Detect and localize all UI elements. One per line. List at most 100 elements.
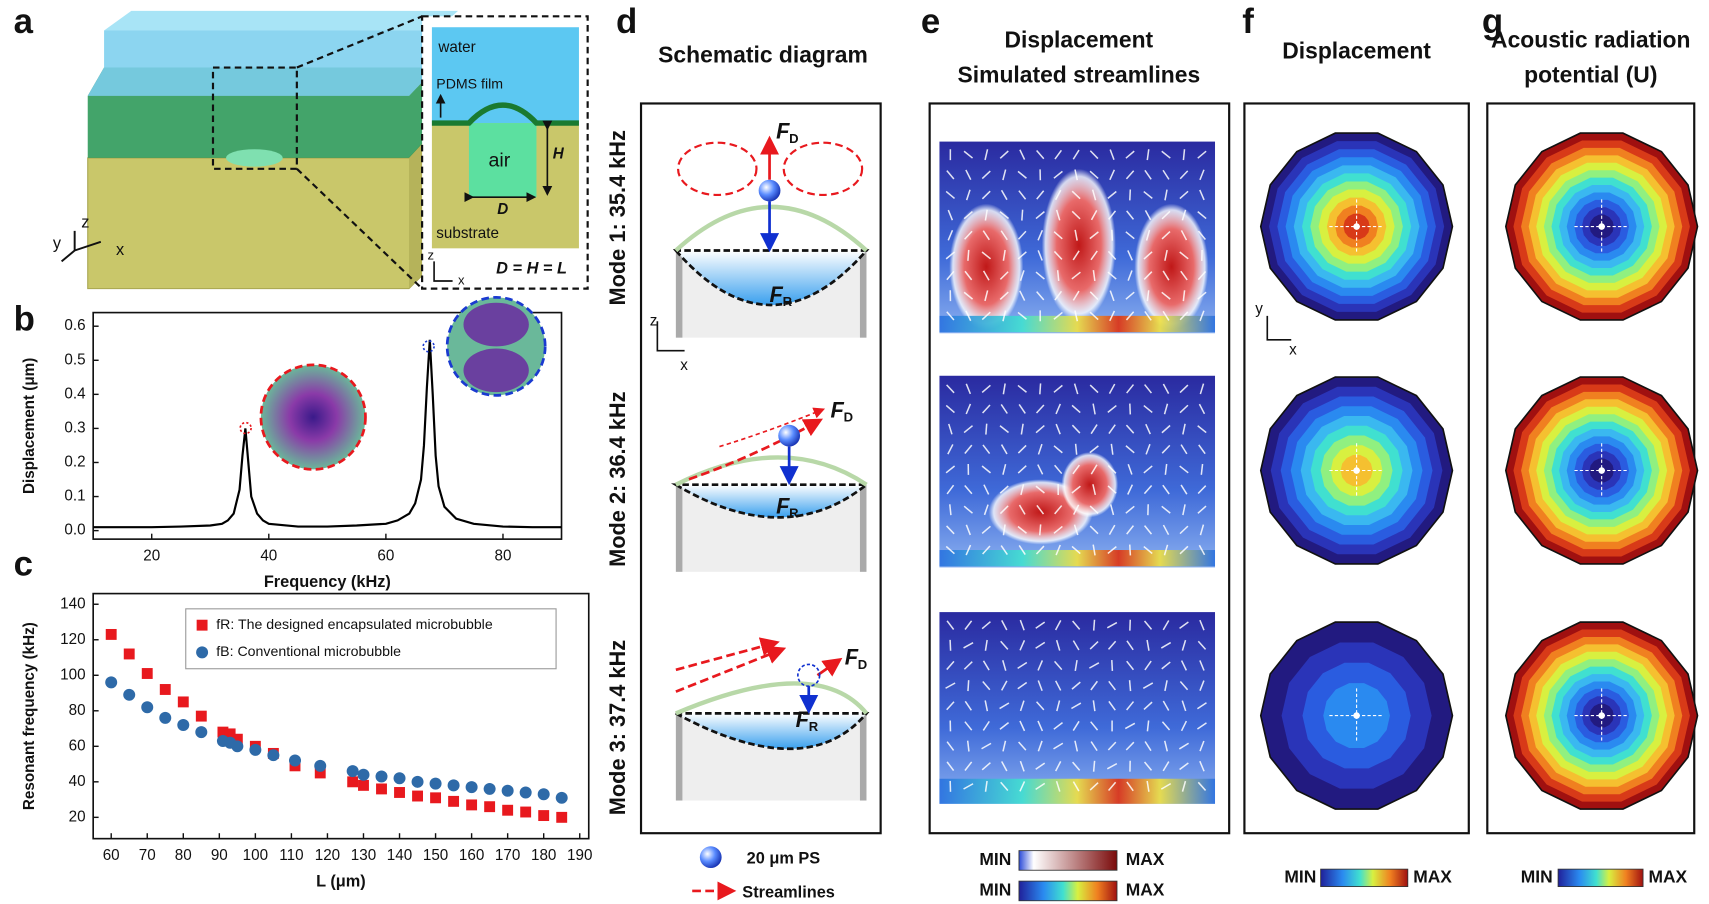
inset-film xyxy=(431,102,579,126)
streamline-arrow xyxy=(1161,505,1171,514)
streamline-arrow xyxy=(1109,504,1115,516)
streamline-arrow xyxy=(1107,781,1117,792)
particle-dot xyxy=(1353,467,1360,474)
streamline-arrow xyxy=(1199,680,1205,691)
streamline-arrow xyxy=(1199,524,1205,536)
streamline-arrow xyxy=(1035,641,1046,649)
streamline-arrow xyxy=(1054,290,1063,301)
streamline-arrow xyxy=(1055,780,1061,792)
streamline-arrow xyxy=(1035,271,1045,280)
streamline-arrow xyxy=(1035,545,1045,555)
label: air xyxy=(489,149,511,171)
streamline-arrow xyxy=(1054,680,1062,691)
streamline-arrow xyxy=(1161,291,1171,300)
streamline-arrow xyxy=(984,290,989,302)
streamline-arrow xyxy=(1020,484,1025,496)
streamline-arrow xyxy=(1053,722,1063,730)
streamline-arrow xyxy=(1162,761,1170,772)
streamline-arrow xyxy=(1000,230,1008,241)
x-tick-label: 40 xyxy=(260,548,277,565)
label: x xyxy=(1289,342,1297,359)
axes-icon xyxy=(656,321,685,352)
legend-label: 20 μm PS xyxy=(747,850,821,868)
force-subscript: R xyxy=(789,506,799,521)
streamline xyxy=(675,637,780,672)
streamline-arrow xyxy=(1107,741,1117,751)
streamline-arrow xyxy=(1089,170,1099,180)
streamline-arrow xyxy=(963,783,974,790)
streamline-arrow xyxy=(1089,782,1099,791)
streamline-arrow xyxy=(1037,720,1044,732)
wall xyxy=(859,250,867,338)
streamline-arrow xyxy=(1106,762,1118,770)
streamline-arrow xyxy=(1092,544,1096,556)
streamline-arrow xyxy=(965,189,971,201)
streamline-arrow xyxy=(1071,702,1082,710)
force-symbol: F xyxy=(776,493,790,518)
streamline-arrow xyxy=(1143,251,1153,260)
streamline-arrow xyxy=(945,465,956,474)
streamline-arrow xyxy=(963,505,973,514)
force-symbol: F xyxy=(796,707,810,732)
streamline-arrow xyxy=(1000,189,1008,201)
streamline-arrow xyxy=(1017,444,1027,454)
legend-marker xyxy=(196,646,209,659)
streamline-arrow xyxy=(1181,209,1187,221)
label: substrate xyxy=(436,225,499,242)
streamline-arrow xyxy=(1143,190,1153,199)
streamline-arrow xyxy=(1018,545,1026,555)
streamline-arrow xyxy=(1089,311,1099,321)
streamline-arrow xyxy=(966,740,970,752)
panel-title: Displacement xyxy=(1005,26,1154,52)
point xyxy=(224,728,236,740)
streamline-arrow xyxy=(949,504,952,516)
y-tick-label: 140 xyxy=(60,595,85,612)
field-band xyxy=(939,315,1216,333)
streamline-arrow xyxy=(1074,169,1079,181)
streamline-arrow xyxy=(1018,404,1026,414)
streamline-arrow xyxy=(981,190,991,200)
streamline-arrow xyxy=(1109,169,1116,181)
streamline-arrow xyxy=(1146,290,1150,302)
particle xyxy=(758,179,781,202)
streamline-arrow xyxy=(1164,680,1168,692)
streamline-arrow xyxy=(1072,504,1080,515)
point xyxy=(538,810,550,822)
point xyxy=(217,726,229,738)
streamline-arrow xyxy=(1197,485,1207,495)
membrane-dip xyxy=(675,712,870,750)
streamline-arrow xyxy=(1145,423,1151,435)
streamline-arrow xyxy=(967,249,970,261)
streamline-arrow xyxy=(1162,700,1170,711)
streamline-arrow xyxy=(1071,271,1081,280)
point xyxy=(556,811,568,823)
axes-icon xyxy=(1266,315,1292,341)
wall xyxy=(859,713,867,801)
streamline-arrow xyxy=(1179,170,1189,180)
streamline-arrow xyxy=(946,620,955,630)
streamline-arrow xyxy=(1053,170,1063,179)
streamline-arrow xyxy=(1107,250,1117,260)
streamline-arrow xyxy=(1198,544,1206,556)
streamline-arrow xyxy=(1163,740,1169,752)
streamline-arrow xyxy=(1000,640,1009,650)
field-band xyxy=(939,778,1216,804)
streamline-arrow xyxy=(963,642,974,649)
x-tick-label: 190 xyxy=(567,847,592,864)
streamline-arrow xyxy=(1180,230,1188,241)
streamline-arrow xyxy=(984,209,988,221)
streamline-arrow xyxy=(1056,270,1060,282)
streamline-arrow xyxy=(982,660,990,671)
streamline-arrow xyxy=(1019,619,1025,631)
streamline-arrow xyxy=(1089,445,1099,454)
streamline-arrow xyxy=(1002,383,1006,395)
streamline-arrow xyxy=(1161,661,1171,670)
streamline-arrow xyxy=(1036,701,1045,711)
streamline xyxy=(676,141,758,197)
point xyxy=(465,781,478,794)
streamline-arrow xyxy=(964,484,973,495)
streamline-arrow xyxy=(1018,504,1026,515)
streamline-arrow xyxy=(1072,640,1080,651)
streamline-arrow xyxy=(945,545,955,555)
y-tick-label: 100 xyxy=(60,666,85,683)
